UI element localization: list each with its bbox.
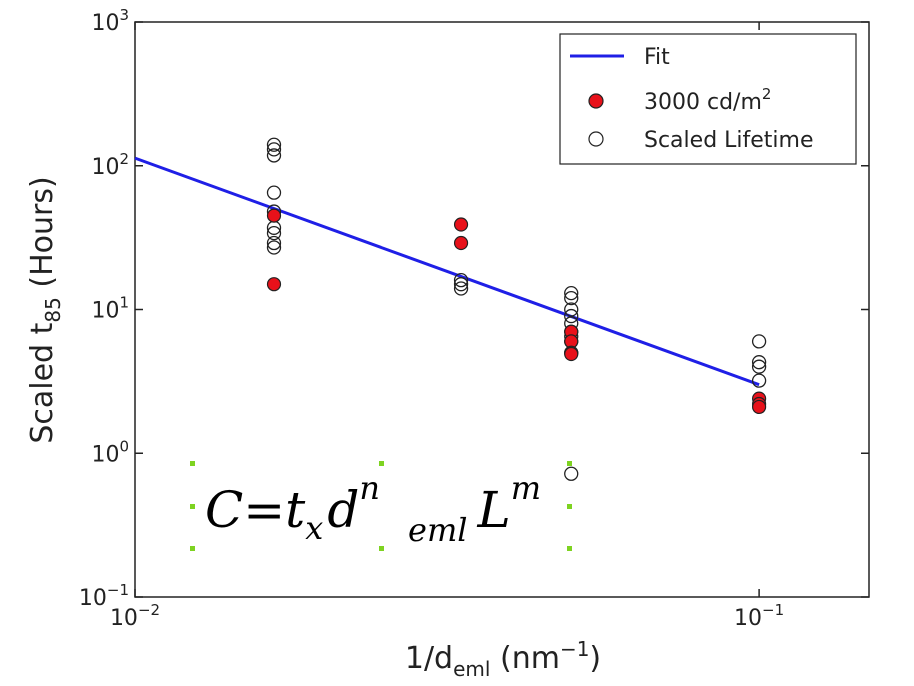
formula-l: L	[477, 481, 511, 539]
handle-middle-left[interactable]	[190, 504, 195, 509]
scaled-lifetime-point	[266, 148, 282, 163]
handle-bottom-middle[interactable]	[379, 546, 384, 551]
scaled-lifetime-point	[751, 334, 767, 349]
handle-top-middle[interactable]	[379, 461, 384, 466]
formula-annotation[interactable]: C=txdneml Lm	[190, 461, 572, 551]
scaled-lifetime-point	[453, 273, 469, 288]
y-tick-label: 103	[91, 6, 129, 36]
scaled-lifetime-point	[266, 137, 282, 152]
handle-bottom-left[interactable]	[190, 546, 195, 551]
x-title-close: )	[589, 641, 601, 676]
y-tick-exp: 2	[119, 150, 129, 168]
y-tick-base: 10	[79, 586, 107, 611]
legend: Fit 3000 cd/m2 Scaled Lifetime	[559, 33, 857, 165]
x-axis-title: 1/deml (nm−1)	[405, 637, 601, 681]
scaled-lifetime-point	[564, 466, 579, 481]
scaled-lifetime-point	[453, 281, 469, 296]
filled-3000-point	[752, 399, 767, 415]
scaled-lifetime-point	[453, 277, 469, 292]
formula-c: C	[205, 481, 243, 539]
y-tick-exp: 1	[119, 294, 129, 312]
scaled-lifetime-point	[266, 185, 282, 200]
scaled-lifetime-point	[564, 290, 579, 306]
legend-3000-sup: 2	[762, 85, 772, 103]
x-tick-exp: −2	[138, 601, 160, 619]
scaled-lifetime-point	[751, 359, 767, 374]
y-axis-title: Scaled t85 (Hours)	[25, 176, 65, 443]
handle-middle-right[interactable]	[567, 504, 572, 509]
scaled-lifetime-point	[564, 302, 579, 317]
selection-handles[interactable]	[190, 461, 572, 551]
scaled-lifetime-point	[564, 308, 579, 324]
y-tick-exp: 3	[119, 6, 129, 24]
x-tick-base: 10	[110, 606, 138, 631]
formula-d-sub: eml	[408, 511, 468, 549]
legend-scaled-label: Scaled Lifetime	[644, 128, 814, 153]
scaled-lifetime-point	[266, 225, 282, 241]
formula-l-sup: m	[511, 469, 541, 507]
x-title-base: 1/d	[405, 641, 453, 676]
legend-open-marker	[588, 131, 604, 147]
handle-top-right[interactable]	[567, 461, 572, 466]
scaled-lifetime-point	[266, 235, 282, 251]
filled-3000-point	[266, 277, 282, 292]
x-tick-base: 10	[734, 606, 762, 631]
x-title-sup: −1	[560, 637, 589, 661]
legend-filled-marker	[588, 93, 604, 109]
filled-3000-markers	[266, 208, 767, 415]
y-tick-label: 100	[91, 437, 129, 467]
handle-bottom-right[interactable]	[567, 546, 572, 551]
y-tick-base: 10	[91, 11, 119, 36]
x-title-rest: (nm	[490, 641, 559, 676]
scaled-lifetime-point	[266, 142, 282, 157]
formula-eq: =	[243, 481, 285, 539]
legend-fit-label: Fit	[644, 45, 670, 70]
formula-t-sub: x	[305, 509, 323, 547]
formula-d-sup: n	[359, 469, 380, 507]
y-title-rest: (Hours)	[25, 176, 60, 297]
formula-t: t	[285, 481, 306, 539]
formula-d: d	[327, 481, 359, 539]
scaled-lifetime-point	[564, 285, 579, 301]
legend-3000-text: 3000 cd/m	[644, 90, 762, 115]
filled-3000-point	[266, 208, 282, 223]
x-tick-label: 10−1	[734, 601, 784, 631]
y-tick-exp: −1	[107, 581, 129, 599]
y-title-sub: 85	[41, 297, 65, 322]
filled-3000-point	[453, 217, 469, 232]
x-title-sub: eml	[453, 657, 490, 681]
scaled-lifetime-point	[266, 240, 282, 255]
scaled-lifetime-point	[751, 355, 767, 370]
x-tick-exp: −1	[762, 601, 784, 619]
fit-line	[134, 156, 760, 387]
y-tick-label: 102	[91, 150, 129, 180]
y-title-base: Scaled t	[25, 322, 60, 443]
y-tick-label: 10−1	[79, 581, 129, 611]
y-tick-base: 10	[91, 155, 119, 180]
filled-3000-point	[453, 235, 469, 251]
y-tick-base: 10	[91, 299, 119, 324]
filled-3000-point	[564, 346, 579, 362]
y-tick-base: 10	[91, 442, 119, 467]
legend-3000-label: 3000 cd/m2	[644, 85, 771, 115]
y-tick-label: 101	[91, 294, 129, 324]
formula-text: C=txdneml Lm	[205, 469, 541, 549]
y-tick-exp: 0	[119, 437, 129, 455]
x-tick-label: 10−2	[110, 601, 160, 631]
scaled-lifetime-point	[751, 373, 767, 388]
handle-top-left[interactable]	[190, 461, 195, 466]
